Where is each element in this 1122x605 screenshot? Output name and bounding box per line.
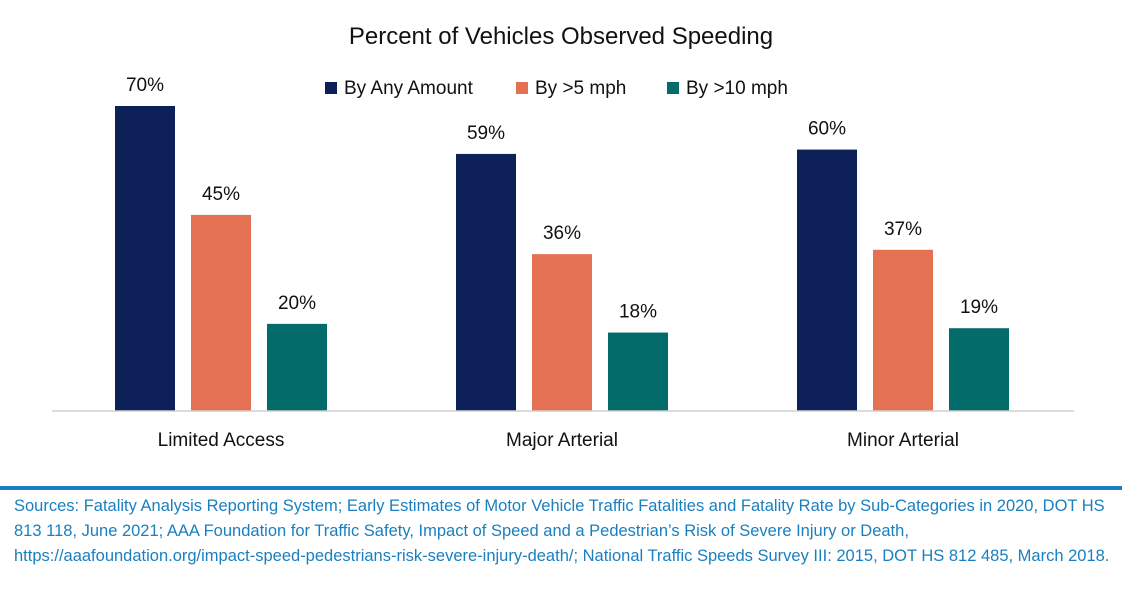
legend-swatch bbox=[667, 82, 679, 94]
sources-note: Sources: Fatality Analysis Reporting Sys… bbox=[14, 497, 1110, 565]
bar-1-3 bbox=[797, 149, 857, 412]
bar-1-1 bbox=[115, 106, 175, 411]
data-label: 60% bbox=[808, 119, 846, 140]
legend-swatch bbox=[325, 82, 337, 94]
data-label: 45% bbox=[202, 184, 240, 205]
category-label: Limited Access bbox=[158, 430, 285, 451]
legend: By Any Amount By >5 mph By >10 mph bbox=[325, 78, 788, 99]
bar-3-1 bbox=[267, 323, 327, 411]
bar-chart: Percent of Vehicles Observed Speeding By… bbox=[52, 23, 1074, 451]
bar-2-3 bbox=[873, 249, 933, 411]
bar-2-1 bbox=[191, 214, 251, 411]
bar-1-2 bbox=[456, 153, 516, 411]
data-label: 20% bbox=[278, 293, 316, 314]
chart-title: Percent of Vehicles Observed Speeding bbox=[349, 23, 773, 50]
data-label: 37% bbox=[884, 219, 922, 240]
legend-label: By Any Amount bbox=[344, 78, 474, 99]
bar-3-2 bbox=[608, 332, 668, 411]
legend-label: By >5 mph bbox=[535, 78, 626, 99]
category-labels: Limited Access Major Arterial Minor Arteri… bbox=[158, 430, 959, 451]
footer-divider bbox=[0, 486, 1122, 490]
bar-3-3 bbox=[949, 328, 1009, 411]
data-label: 59% bbox=[467, 123, 505, 144]
data-label: 36% bbox=[543, 223, 581, 244]
data-label: 70% bbox=[126, 75, 164, 96]
category-label: Major Arterial bbox=[506, 430, 618, 451]
category-label: Minor Arterial bbox=[847, 430, 959, 451]
bar-2-2 bbox=[532, 254, 592, 411]
bars-group: 70% 59% 60% 45% 36% 37% 20% 18% 19% bbox=[115, 75, 1009, 412]
legend-swatch bbox=[516, 82, 528, 94]
data-label: 19% bbox=[960, 297, 998, 318]
data-label: 18% bbox=[619, 302, 657, 323]
legend-label: By >10 mph bbox=[686, 78, 788, 99]
